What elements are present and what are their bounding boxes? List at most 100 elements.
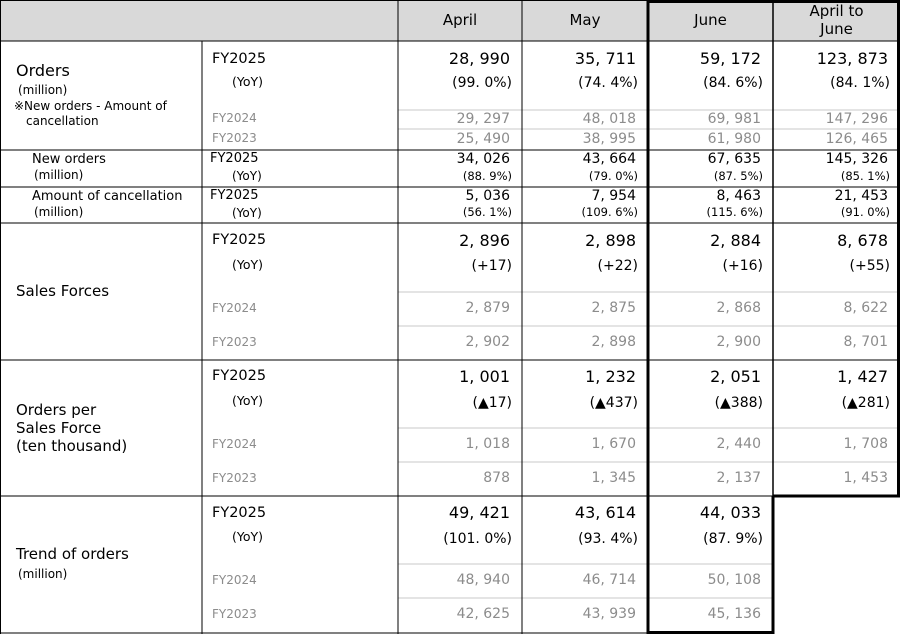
header-may: May: [569, 11, 601, 29]
orders-per-sf-yoy-june: (▲388): [714, 395, 763, 411]
cancellation-may: 7, 954: [591, 188, 636, 204]
sales-forces-title: Sales Forces: [16, 282, 110, 300]
orders-fy2023-april: 25, 490: [456, 131, 510, 147]
header-total-line2: June: [820, 20, 853, 38]
header-background: [0, 0, 900, 41]
orders-fy2024-label: FY2024: [212, 111, 257, 125]
orders-per-sf-fy2023-april: 878: [483, 470, 510, 486]
orders-per-sf-fy2025-april: 1, 001: [459, 367, 510, 386]
cancellation-total: 21, 453: [834, 188, 888, 204]
orders-per-sf-fy2023-june: 2, 137: [716, 470, 761, 486]
trend-fy2025-may: 43, 614: [574, 503, 636, 522]
sales-forces-fy2023-label: FY2023: [212, 335, 257, 349]
orders-fy2023-total: 126, 465: [825, 131, 888, 147]
orders-per-sf-yoy-label: (YoY): [232, 393, 264, 408]
orders-yoy-label: (YoY): [232, 74, 264, 89]
orders-unit: (million): [18, 83, 68, 97]
orders-fy2024-april: 29, 297: [456, 111, 510, 127]
new-orders-yoy-may: (79. 0%): [588, 169, 638, 183]
new-orders-may: 43, 664: [582, 151, 636, 167]
trend-fy2023-april: 42, 625: [456, 606, 510, 622]
sales-forces-fy2023-may: 2, 898: [591, 334, 636, 350]
cancellation-june: 8, 463: [716, 188, 761, 204]
cancellation-april: 5, 036: [465, 188, 510, 204]
new-orders-yoy-june: (87. 5%): [713, 169, 763, 183]
trend-fy2024-label: FY2024: [212, 573, 257, 587]
orders-fy2025-june: 59, 172: [699, 49, 761, 68]
sales-forces-fy2024-total: 8, 622: [843, 300, 888, 316]
orders-per-sf-fy2023-may: 1, 345: [591, 470, 636, 486]
orders-per-sf-fy2025-total: 1, 427: [837, 367, 888, 386]
sales-forces-yoy-april: (+17): [471, 258, 512, 274]
sales-forces-fy2025-april: 2, 896: [459, 231, 510, 250]
orders-fy2023-may: 38, 995: [582, 131, 636, 147]
sales-forces-fy2025-june: 2, 884: [710, 231, 761, 250]
orders-yoy-april: (99. 0%): [452, 75, 512, 91]
orders-note-line1: ※New orders - Amount of: [14, 99, 167, 113]
cancellation-yoy-april: (56. 1%): [462, 205, 512, 219]
orders-per-sf-fy2024-june: 2, 440: [716, 436, 761, 452]
sales-forces-fy2023-june: 2, 900: [716, 334, 761, 350]
new-orders-june: 67, 635: [707, 151, 761, 167]
orders-per-sf-yoy-total: (▲281): [841, 395, 890, 411]
trend-fy2024-may: 46, 714: [582, 572, 636, 588]
trend-yoy-june: (87. 9%): [703, 531, 763, 547]
header-total-line1: April to: [809, 2, 864, 20]
new-orders-total: 145, 326: [825, 151, 888, 167]
orders-per-sf-fy2024-total: 1, 708: [843, 436, 888, 452]
cancellation-unit: (million): [34, 205, 84, 219]
orders-title: Orders: [16, 61, 70, 80]
trend-fy2024-april: 48, 940: [456, 572, 510, 588]
header-april: April: [442, 11, 478, 29]
orders-fy2025-april: 28, 990: [448, 49, 510, 68]
new-orders-yoy-april: (88. 9%): [462, 169, 512, 183]
orders-per-sf-fy2025-june: 2, 051: [710, 367, 761, 386]
sales-forces-fy2023-total: 8, 701: [843, 334, 888, 350]
sales-forces-fy2023-april: 2, 902: [465, 334, 510, 350]
new-orders-yoy-total: (85. 1%): [840, 169, 890, 183]
orders-note-line2: cancellation: [26, 114, 99, 128]
trend-unit: (million): [18, 567, 68, 581]
trend-fy2025-label: FY2025: [212, 505, 267, 521]
cancellation-yoy-total: (91. 0%): [840, 205, 890, 219]
orders-fy2023-label: FY2023: [212, 131, 257, 145]
orders-per-sf-title-line1: Orders per: [16, 401, 97, 419]
orders-per-sf-fy2025-label: FY2025: [212, 368, 267, 384]
sales-forces-fy2025-may: 2, 898: [585, 231, 636, 250]
orders-fy2023-june: 61, 980: [707, 131, 761, 147]
sales-forces-fy2024-june: 2, 868: [716, 300, 761, 316]
orders-fy2024-june: 69, 981: [707, 111, 761, 127]
sales-forces-fy2024-may: 2, 875: [591, 300, 636, 316]
orders-per-sf-fy2023-label: FY2023: [212, 471, 257, 485]
cancellation-title: Amount of cancellation: [32, 189, 183, 204]
cancellation-yoy-june: (115. 6%): [706, 205, 763, 219]
orders-fy2024-may: 48, 018: [582, 111, 636, 127]
orders-per-sf-fy2024-april: 1, 018: [465, 436, 510, 452]
orders-yoy-may: (74. 4%): [578, 75, 638, 91]
cancellation-fy-label: FY2025: [210, 188, 259, 203]
orders-yoy-june: (84. 6%): [703, 75, 763, 91]
orders-per-sf-fy2024-label: FY2024: [212, 437, 257, 451]
orders-per-sf-fy2023-total: 1, 453: [843, 470, 888, 486]
orders-per-sf-yoy-april: (▲17): [472, 395, 512, 411]
orders-fy2025-total: 123, 873: [816, 49, 888, 68]
sales-forces-fy2025-total: 8, 678: [837, 231, 888, 250]
trend-fy2023-label: FY2023: [212, 607, 257, 621]
cancellation-yoy-may: (109. 6%): [581, 205, 638, 219]
trend-fy2025-april: 49, 421: [448, 503, 510, 522]
orders-per-sf-fy2025-may: 1, 232: [585, 367, 636, 386]
trend-title: Trend of orders: [16, 545, 129, 563]
orders-per-sf-fy2024-may: 1, 670: [591, 436, 636, 452]
sales-forces-yoy-may: (+22): [597, 258, 638, 274]
sales-forces-fy2025-label: FY2025: [212, 232, 267, 248]
trend-fy2023-may: 43, 939: [582, 606, 636, 622]
trend-fy2024-june: 50, 108: [707, 572, 761, 588]
header-june: June: [694, 11, 727, 29]
sales-forces-yoy-total: (+55): [849, 258, 890, 274]
orders-per-sf-title-line3: (ten thousand): [16, 437, 128, 455]
trend-fy2025-june: 44, 033: [699, 503, 761, 522]
new-orders-april: 34, 026: [456, 151, 510, 167]
cancellation-yoy-label: (YoY): [232, 206, 262, 220]
